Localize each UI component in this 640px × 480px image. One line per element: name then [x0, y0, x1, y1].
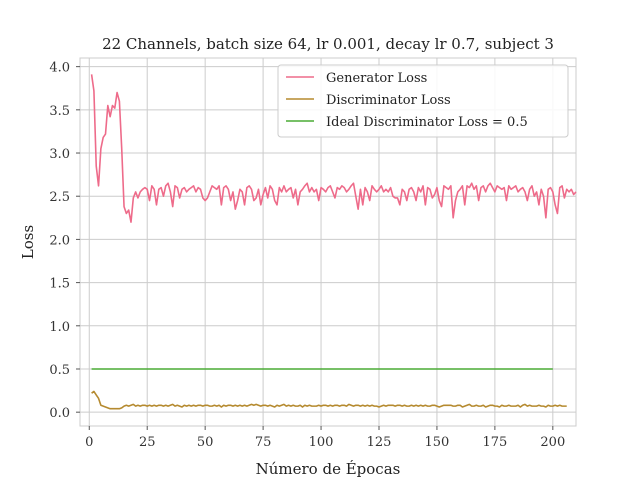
x-tick-label: 200 — [540, 435, 565, 450]
y-tick-label: 1.0 — [49, 320, 70, 335]
x-tick-label: 50 — [197, 435, 214, 450]
discriminator-loss-line — [91, 390, 567, 410]
y-axis-label: Loss — [19, 225, 37, 259]
plot-frame — [79, 57, 577, 427]
legend-label-generator: Generator Loss — [326, 71, 427, 86]
y-tick-label: 4.0 — [49, 61, 70, 76]
y-tick-label: 0.5 — [49, 363, 70, 378]
legend-label-ideal: Ideal Discriminator Loss = 0.5 — [326, 115, 528, 130]
y-tick-label: 1.5 — [49, 277, 70, 292]
x-tick-label: 175 — [482, 435, 507, 450]
axis-ticks: 0 25 50 75 100 125 150 175 200 0.0 0.5 1.0 1.5 2.0 2.5… — [49, 61, 565, 450]
chart-title: 22 Channels, batch size 64, lr 0.001, de… — [102, 35, 554, 53]
generator-loss-line — [90, 74, 577, 223]
x-tick-label: 75 — [255, 435, 272, 450]
x-axis-label: Número de Épocas — [256, 460, 401, 478]
legend-box — [277, 64, 569, 138]
x-tick-label: 150 — [425, 435, 450, 450]
x-tick-label: 125 — [367, 435, 392, 450]
y-tick-label: 2.5 — [49, 190, 70, 205]
x-tick-label: 25 — [139, 435, 156, 450]
y-tick-label: 3.5 — [49, 104, 70, 119]
y-tick-label: 3.0 — [49, 147, 70, 162]
y-tick-label: 0.0 — [49, 406, 70, 421]
y-tick-label: 2.0 — [49, 233, 70, 248]
series-layer — [90, 74, 577, 410]
x-tick-label: 0 — [85, 435, 93, 450]
legend-label-discriminator: Discriminator Loss — [326, 93, 451, 108]
x-tick-label: 100 — [309, 435, 334, 450]
legend: Generator Loss Discriminator Loss Ideal … — [277, 64, 569, 138]
